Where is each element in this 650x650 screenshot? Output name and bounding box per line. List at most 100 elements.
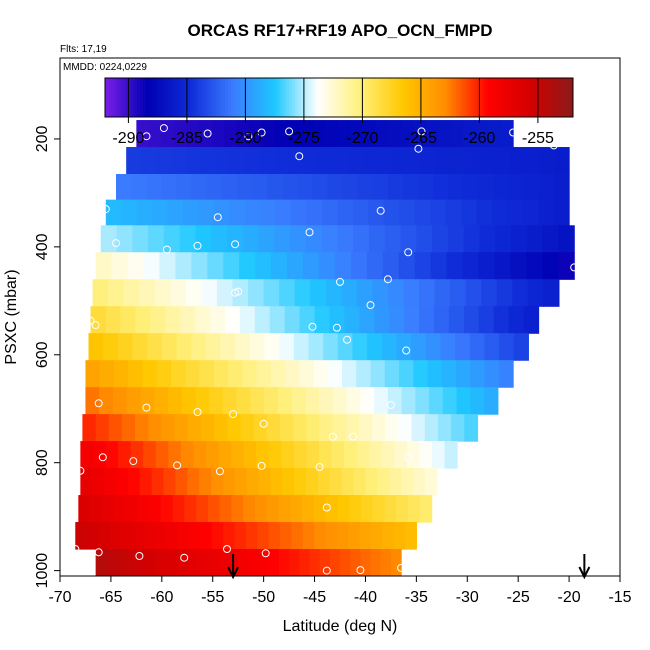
heatmap-cell bbox=[175, 468, 188, 496]
colorbar-segment bbox=[558, 78, 562, 117]
heatmap-cell bbox=[484, 387, 499, 415]
observation-point bbox=[231, 288, 240, 297]
colorbar-tick-label: -255 bbox=[522, 130, 554, 147]
colorbar-segment bbox=[523, 78, 527, 117]
heatmap-cell bbox=[356, 360, 372, 388]
heatmap-cell bbox=[512, 279, 529, 307]
colorbar-segment bbox=[570, 78, 574, 117]
colorbar-segment bbox=[534, 78, 539, 117]
heatmap-cell bbox=[274, 225, 291, 253]
colorbar-segment bbox=[453, 78, 457, 117]
colorbar-segment bbox=[491, 78, 495, 117]
heatmap-cell bbox=[387, 387, 403, 415]
heatmap-cell bbox=[441, 360, 457, 388]
heatmap-cell bbox=[381, 333, 398, 361]
x-tick-label: -65 bbox=[99, 589, 122, 606]
colorbar-segment bbox=[447, 78, 451, 117]
heatmap-cell bbox=[249, 120, 263, 148]
heatmap-cell bbox=[231, 495, 244, 523]
colorbar-segment bbox=[555, 78, 559, 117]
heatmap-cell bbox=[415, 387, 430, 415]
colorbar-segment bbox=[306, 78, 311, 117]
observation-point bbox=[305, 228, 314, 237]
heatmap-cell bbox=[211, 225, 228, 253]
heatmap-cell bbox=[318, 252, 336, 280]
colorbar-segment bbox=[157, 78, 162, 117]
colorbar-segment bbox=[318, 78, 322, 117]
heatmap-cell bbox=[347, 147, 363, 175]
heatmap-cell bbox=[213, 199, 230, 226]
colorbar-segment bbox=[502, 78, 507, 117]
heatmap-cell bbox=[279, 333, 295, 361]
heatmap-cell bbox=[126, 387, 142, 415]
observation-point bbox=[215, 467, 224, 476]
heatmap-cell bbox=[329, 468, 343, 496]
heatmap-cell bbox=[484, 333, 500, 361]
observation-point bbox=[570, 263, 579, 272]
heatmap-cell bbox=[163, 225, 181, 253]
colorbar-tick-label: -285 bbox=[171, 130, 203, 147]
heatmap-cell bbox=[213, 360, 229, 388]
heatmap-cell bbox=[359, 522, 372, 550]
observation-point bbox=[159, 124, 168, 133]
colorbar-segment bbox=[315, 78, 320, 117]
heatmap-cell bbox=[187, 414, 202, 442]
heatmap-cell bbox=[78, 495, 91, 523]
heatmap-cell bbox=[322, 199, 339, 226]
heatmap-cell bbox=[244, 147, 260, 175]
heatmap-cell bbox=[331, 441, 345, 469]
heatmap-cell bbox=[337, 225, 354, 253]
heatmap-cell bbox=[294, 279, 311, 307]
colorbar-segment bbox=[485, 78, 489, 117]
heatmap-cell bbox=[293, 414, 307, 442]
heatmap-cell bbox=[325, 522, 338, 550]
y-axis-label: PSXC (mbar) bbox=[3, 269, 20, 364]
plot-frame bbox=[59, 57, 621, 577]
colorbar-segment bbox=[564, 78, 568, 117]
heatmap-cell bbox=[293, 441, 307, 469]
colorbar-segment bbox=[549, 78, 554, 117]
y-tick-label: 600 bbox=[34, 341, 51, 368]
colorbar-segment bbox=[230, 78, 235, 117]
heatmap-cell bbox=[254, 306, 271, 334]
heatmap-cell bbox=[224, 120, 238, 148]
heatmap-cell bbox=[437, 120, 451, 148]
heatmap-cell bbox=[362, 147, 378, 175]
colorbar-segment bbox=[160, 78, 164, 117]
heatmap-cell bbox=[411, 333, 427, 361]
heatmap-cell bbox=[101, 495, 115, 523]
heatmap-cell bbox=[139, 279, 156, 307]
heatmap-cell bbox=[360, 549, 372, 576]
heatmap-cell bbox=[278, 549, 290, 576]
observation-point bbox=[295, 152, 304, 161]
heatmap-cell bbox=[414, 252, 432, 280]
heatmap-cell bbox=[223, 522, 236, 550]
heatmap-cell bbox=[136, 549, 148, 576]
heatmap-cell bbox=[251, 174, 268, 201]
colorbar-segment bbox=[540, 78, 545, 117]
heatmap-cell bbox=[427, 360, 443, 388]
heatmap-cell bbox=[325, 279, 342, 307]
heatmap-cell bbox=[340, 549, 351, 576]
heatmap-cell bbox=[299, 120, 313, 148]
heatmap-cell bbox=[495, 225, 512, 253]
heatmap-cell bbox=[150, 306, 166, 334]
heatmap-cell bbox=[479, 225, 496, 253]
heatmap-cell bbox=[434, 279, 451, 307]
observation-point bbox=[193, 241, 202, 250]
heatmap-cell bbox=[167, 199, 184, 226]
colorbar-tick-label: -270 bbox=[346, 130, 378, 147]
colorbar-segment bbox=[514, 78, 518, 117]
heatmap-cell bbox=[493, 306, 510, 334]
colorbar-segment bbox=[265, 78, 270, 117]
heatmap-cell bbox=[342, 174, 359, 201]
colorbar-segment bbox=[339, 78, 343, 117]
observation-point bbox=[261, 549, 270, 558]
colorbar-segment bbox=[216, 78, 220, 117]
heatmap-cell bbox=[389, 306, 405, 334]
heatmap-cell bbox=[146, 549, 158, 576]
heatmap-cell bbox=[279, 522, 292, 550]
heatmap-cell bbox=[266, 414, 281, 442]
heatmap-cell bbox=[239, 252, 256, 280]
heatmap-cell bbox=[108, 414, 123, 442]
